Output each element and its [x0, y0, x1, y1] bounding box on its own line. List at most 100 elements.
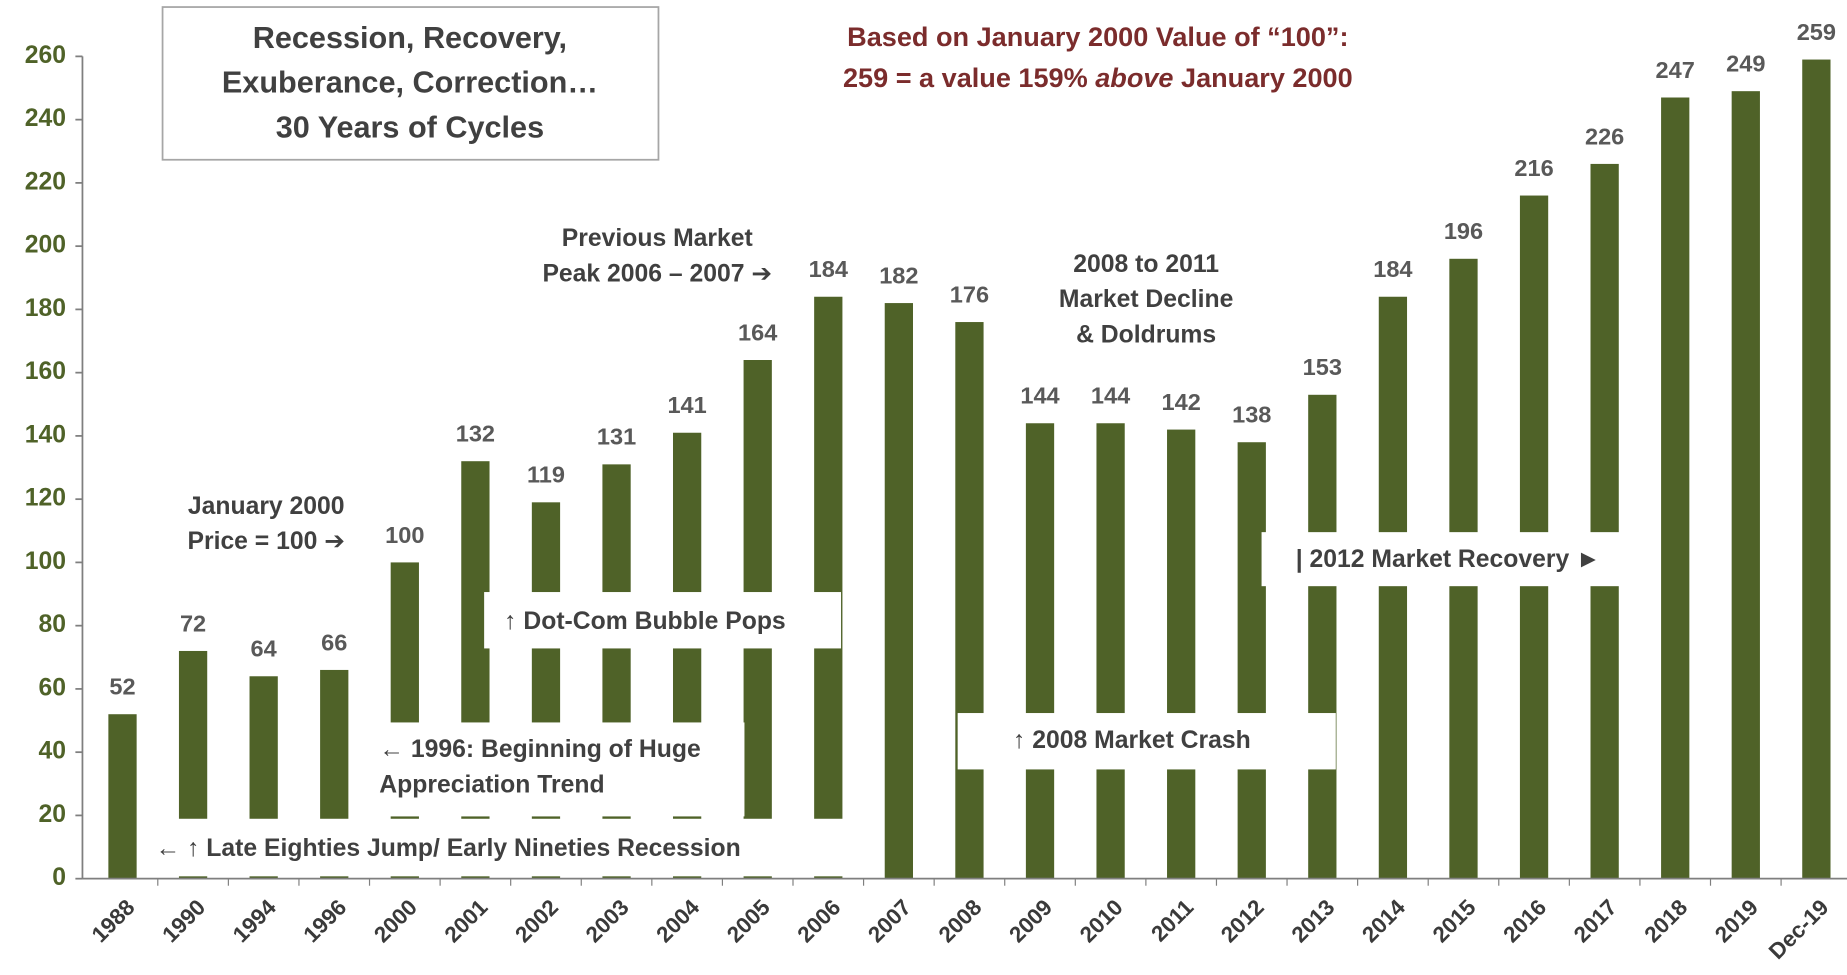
bar	[108, 714, 137, 879]
annotation-box	[484, 592, 842, 649]
y-tick-label: 160	[25, 358, 66, 385]
x-tick-label: 2001	[440, 895, 493, 948]
bar	[1237, 442, 1266, 879]
x-tick-label: 2017	[1569, 895, 1622, 948]
x-tick-label: 2010	[1075, 895, 1128, 948]
x-tick-label: 2000	[369, 895, 422, 948]
title-box	[161, 6, 660, 161]
value-label: 164	[738, 319, 777, 345]
annotation: | 2012 Market Recovery ►	[1296, 546, 1601, 573]
bar	[884, 303, 913, 879]
y-tick-label: 40	[38, 738, 66, 765]
subtitle-part: January 2000	[1173, 63, 1352, 93]
value-label: 138	[1232, 402, 1271, 428]
annotation: ↑ Dot-Com Bubble Pops	[504, 608, 786, 635]
y-tick-label: 60	[38, 674, 66, 701]
bar	[1096, 423, 1125, 879]
chart-title: Recession, Recovery,	[253, 21, 567, 55]
bar	[1308, 394, 1337, 879]
annotation: ← ↑ Late Eighties Jump/ Early Nineties R…	[155, 835, 740, 862]
value-label: 144	[1020, 383, 1059, 409]
value-label: 64	[251, 636, 277, 662]
annotation: Price = 100 ➔	[187, 528, 344, 555]
bar	[1167, 429, 1196, 879]
annotation: Appreciation Trend	[379, 771, 604, 798]
value-label: 184	[809, 256, 848, 282]
x-tick-label: 2011	[1146, 895, 1198, 947]
value-label: 247	[1656, 57, 1695, 83]
x-tick-label: 2003	[581, 895, 634, 948]
bar	[1802, 59, 1831, 879]
value-label: 142	[1162, 389, 1201, 415]
value-label: 216	[1514, 155, 1553, 181]
y-tick-label: 200	[25, 232, 66, 259]
x-tick-label: 2012	[1216, 895, 1269, 948]
value-label: 141	[667, 392, 706, 418]
y-tick-label: 140	[25, 421, 66, 448]
annotation: ← 1996: Beginning of Huge	[379, 736, 700, 763]
bar	[602, 464, 631, 879]
subtitle: Based on January 2000 Value of “100”:	[847, 22, 1348, 52]
x-tick-label: 2015	[1428, 895, 1481, 948]
subtitle-part: above	[1095, 63, 1173, 93]
y-tick-label: 80	[38, 611, 66, 638]
annotation: 2008 to 2011	[1073, 251, 1219, 278]
chart-title: Exuberance, Correction…	[222, 66, 598, 100]
bar	[1025, 423, 1055, 879]
x-tick-label: 2005	[722, 895, 775, 948]
x-tick-label: Dec-19	[1764, 895, 1834, 964]
value-label: 249	[1726, 51, 1765, 77]
value-label: 226	[1585, 123, 1624, 149]
y-tick-label: 120	[25, 485, 66, 512]
value-label: 119	[527, 462, 565, 488]
x-tick-label: 2013	[1287, 895, 1340, 948]
bar	[814, 296, 843, 879]
y-tick-label: 220	[25, 168, 66, 195]
annotation-box	[374, 722, 745, 817]
value-label: 72	[180, 610, 206, 636]
annotation: Previous Market	[562, 225, 753, 252]
x-tick-label: 1996	[298, 895, 351, 948]
x-tick-label: 2014	[1357, 894, 1410, 947]
chart-title: 30 Years of Cycles	[276, 110, 544, 144]
subtitle: 259 = a value 159% above January 2000	[843, 63, 1353, 93]
bar	[1661, 97, 1690, 879]
value-label: 144	[1091, 383, 1130, 409]
annotation: & Doldrums	[1076, 322, 1216, 349]
y-tick-label: 180	[25, 295, 66, 322]
x-tick-label: 2016	[1498, 895, 1551, 948]
annotation: Market Decline	[1059, 286, 1234, 313]
x-tick-label: 2019	[1710, 895, 1763, 948]
y-tick-label: 100	[25, 548, 66, 575]
bar	[955, 322, 984, 879]
value-label: 132	[456, 421, 495, 447]
x-tick-label: 2006	[793, 895, 846, 948]
x-tick-label: 1990	[157, 895, 210, 948]
subtitle-part: 259 = a value 159%	[843, 63, 1095, 93]
x-tick-label: 2009	[1004, 895, 1057, 948]
annotation: ↑ 2008 Market Crash	[1013, 727, 1251, 754]
x-tick-label: 2002	[510, 895, 563, 948]
value-label: 196	[1444, 218, 1483, 244]
y-tick-label: 240	[25, 105, 66, 132]
x-tick-label: 2008	[934, 895, 987, 948]
y-tick-label: 260	[25, 42, 66, 69]
annotation: Peak 2006 – 2007 ➔	[542, 260, 772, 287]
annotation-box	[1261, 532, 1624, 587]
value-label: 100	[385, 522, 424, 548]
value-label: 66	[321, 629, 347, 655]
x-tick-label: 2004	[651, 894, 704, 947]
x-tick-label: 1988	[87, 895, 140, 948]
value-label: 176	[950, 281, 989, 307]
annotation: January 2000	[188, 493, 345, 520]
value-label: 184	[1373, 256, 1412, 282]
annotation-box	[153, 818, 884, 877]
x-tick-label: 2018	[1639, 895, 1692, 948]
bar	[1378, 296, 1408, 879]
value-label: 182	[879, 262, 918, 288]
value-label: 153	[1303, 354, 1342, 380]
x-tick-label: 2007	[863, 895, 916, 948]
bar	[1731, 91, 1760, 879]
value-label: 259	[1797, 19, 1836, 45]
y-tick-label: 20	[38, 801, 66, 828]
